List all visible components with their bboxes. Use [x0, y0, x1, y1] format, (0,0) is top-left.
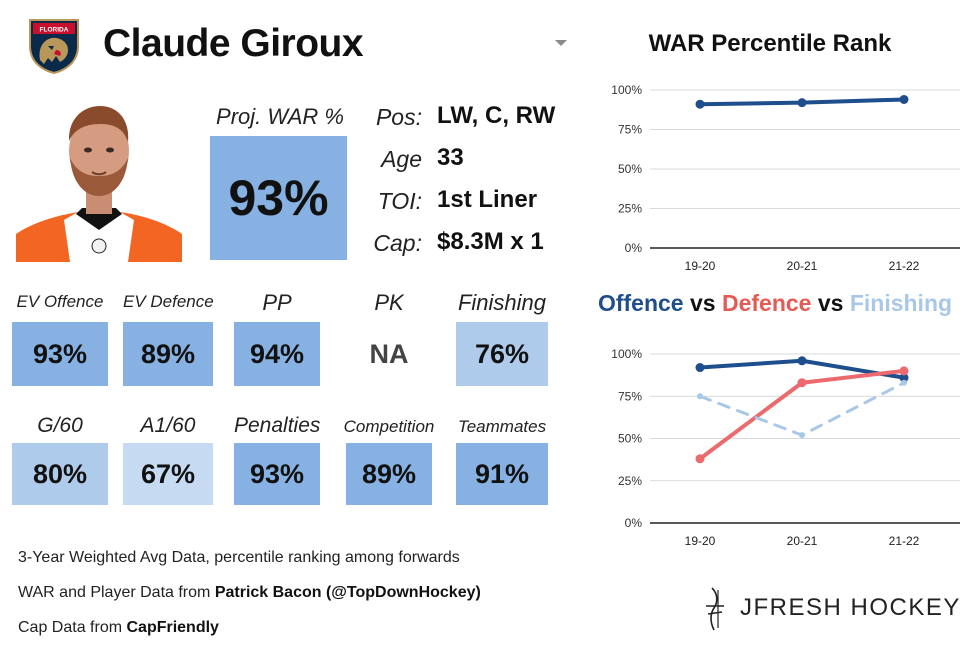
- stat-value-ev-offence: 93%: [12, 322, 108, 386]
- data-point-offence: [899, 373, 909, 383]
- y-tick-label: 100%: [611, 83, 642, 97]
- stat-label-teammates: Teammates: [457, 417, 547, 436]
- x-tick-label: 20-21: [787, 259, 818, 273]
- bio-label-age: Age: [381, 146, 422, 172]
- player-name: Claude Giroux: [103, 22, 364, 65]
- stat-label-competition: Competition: [343, 417, 435, 436]
- ovd-chart-title: Offence vs Defence vs Finishing: [580, 290, 970, 317]
- stat-value-a160: 67%: [123, 443, 213, 505]
- y-tick-label: 25%: [618, 202, 642, 216]
- footnote-cap-source-prefix: Cap Data from: [18, 619, 127, 636]
- data-point-offence: [695, 363, 705, 373]
- stat-value-finishing: 76%: [456, 322, 548, 386]
- ovd-title-finishing: Finishing: [849, 290, 953, 316]
- stat-label-penalties: Penalties: [234, 414, 321, 437]
- x-tick-label: 21-22: [889, 259, 920, 273]
- stat-label-pk: PK: [374, 290, 404, 315]
- data-point-war: [695, 99, 705, 109]
- series-line-finishing: [698, 381, 906, 437]
- bio-value-pos: LW, C, RW: [437, 102, 556, 129]
- y-tick-label: 0%: [625, 516, 643, 530]
- bio-label-cap: Cap:: [373, 230, 422, 256]
- y-tick-label: 25%: [618, 474, 642, 488]
- data-point-defence: [797, 378, 807, 388]
- x-tick-label: 19-20: [685, 259, 716, 273]
- y-tick-label: 100%: [611, 347, 642, 361]
- footnote-method: 3-Year Weighted Avg Data, percentile ran…: [18, 549, 460, 566]
- bio-label-toi: TOI:: [377, 188, 422, 214]
- ovd-title-vs-2: vs: [811, 290, 850, 316]
- stat-value-pp: 94%: [234, 322, 320, 386]
- footnote-war-source: WAR and Player Data from Patrick Bacon (…: [18, 584, 481, 602]
- x-tick-label: 21-22: [889, 534, 920, 548]
- y-tick-label: 50%: [618, 162, 642, 176]
- team-logo-text: FLORIDA: [40, 27, 69, 34]
- stat-label-g60: G/60: [37, 414, 83, 437]
- footnote-cap-source-name: CapFriendly: [126, 619, 219, 636]
- war-chart-title: WAR Percentile Rank: [648, 30, 892, 57]
- stat-value-penalties: 93%: [234, 443, 320, 505]
- y-tick-label: 75%: [618, 123, 642, 137]
- footnote-cap-source: Cap Data from CapFriendly: [18, 619, 219, 637]
- bio-value-age: 33: [437, 144, 464, 171]
- stat-label-finishing: Finishing: [457, 290, 547, 315]
- stat-label-ev-offence: EV Offence: [16, 292, 104, 311]
- data-point-finishing: [697, 393, 703, 400]
- data-point-finishing: [799, 432, 805, 439]
- war-percentile-chart: 0% 25% 50% 75% 100% 19-20 20-21 21-22: [611, 83, 960, 273]
- data-point-finishing: [901, 379, 907, 386]
- team-logo: FLORIDA: [29, 19, 79, 74]
- data-point-offence: [797, 356, 807, 366]
- y-tick-label: 0%: [625, 241, 643, 255]
- data-point-war: [899, 94, 909, 104]
- bio-value-cap: $8.3M x 1: [437, 228, 544, 255]
- y-tick-label: 50%: [618, 432, 642, 446]
- bio-label-pos: Pos:: [375, 104, 422, 130]
- proj-war-label: Proj. WAR %: [216, 104, 344, 129]
- bio-value-toi: 1st Liner: [437, 186, 538, 213]
- footnote-war-source-prefix: WAR and Player Data from: [18, 584, 215, 601]
- ovd-title-vs-1: vs: [683, 290, 722, 316]
- stat-value-g60: 80%: [12, 443, 108, 505]
- stat-value-competition: 89%: [346, 443, 432, 505]
- ovd-title-offence: Offence: [597, 290, 684, 316]
- chevron-down-icon[interactable]: [555, 40, 567, 46]
- footnote-war-source-name: Patrick Bacon (@TopDownHockey): [214, 584, 481, 601]
- proj-war-value: 93%: [210, 136, 347, 260]
- stat-value-ev-defence: 89%: [123, 322, 213, 386]
- data-point-defence: [695, 454, 705, 464]
- ovd-percentile-chart: 0% 25% 50% 75% 100% 19-20 20-21 21-22: [611, 347, 960, 548]
- brand-name: JFRESH HOCKEY: [740, 594, 961, 621]
- player-headshot: [16, 96, 182, 262]
- ovd-title-defence: Defence: [721, 290, 812, 316]
- stat-label-a160: A1/60: [140, 414, 196, 437]
- data-point-war: [797, 98, 807, 108]
- x-tick-label: 20-21: [787, 534, 818, 548]
- stat-label-ev-defence: EV Defence: [123, 292, 214, 311]
- stat-value-pk: NA: [369, 338, 409, 369]
- data-point-defence: [899, 366, 909, 376]
- stat-value-teammates: 91%: [456, 443, 548, 505]
- jfresh-logo: [706, 587, 724, 631]
- y-tick-label: 75%: [618, 389, 642, 403]
- stat-label-pp: PP: [262, 290, 292, 315]
- x-tick-label: 19-20: [685, 534, 716, 548]
